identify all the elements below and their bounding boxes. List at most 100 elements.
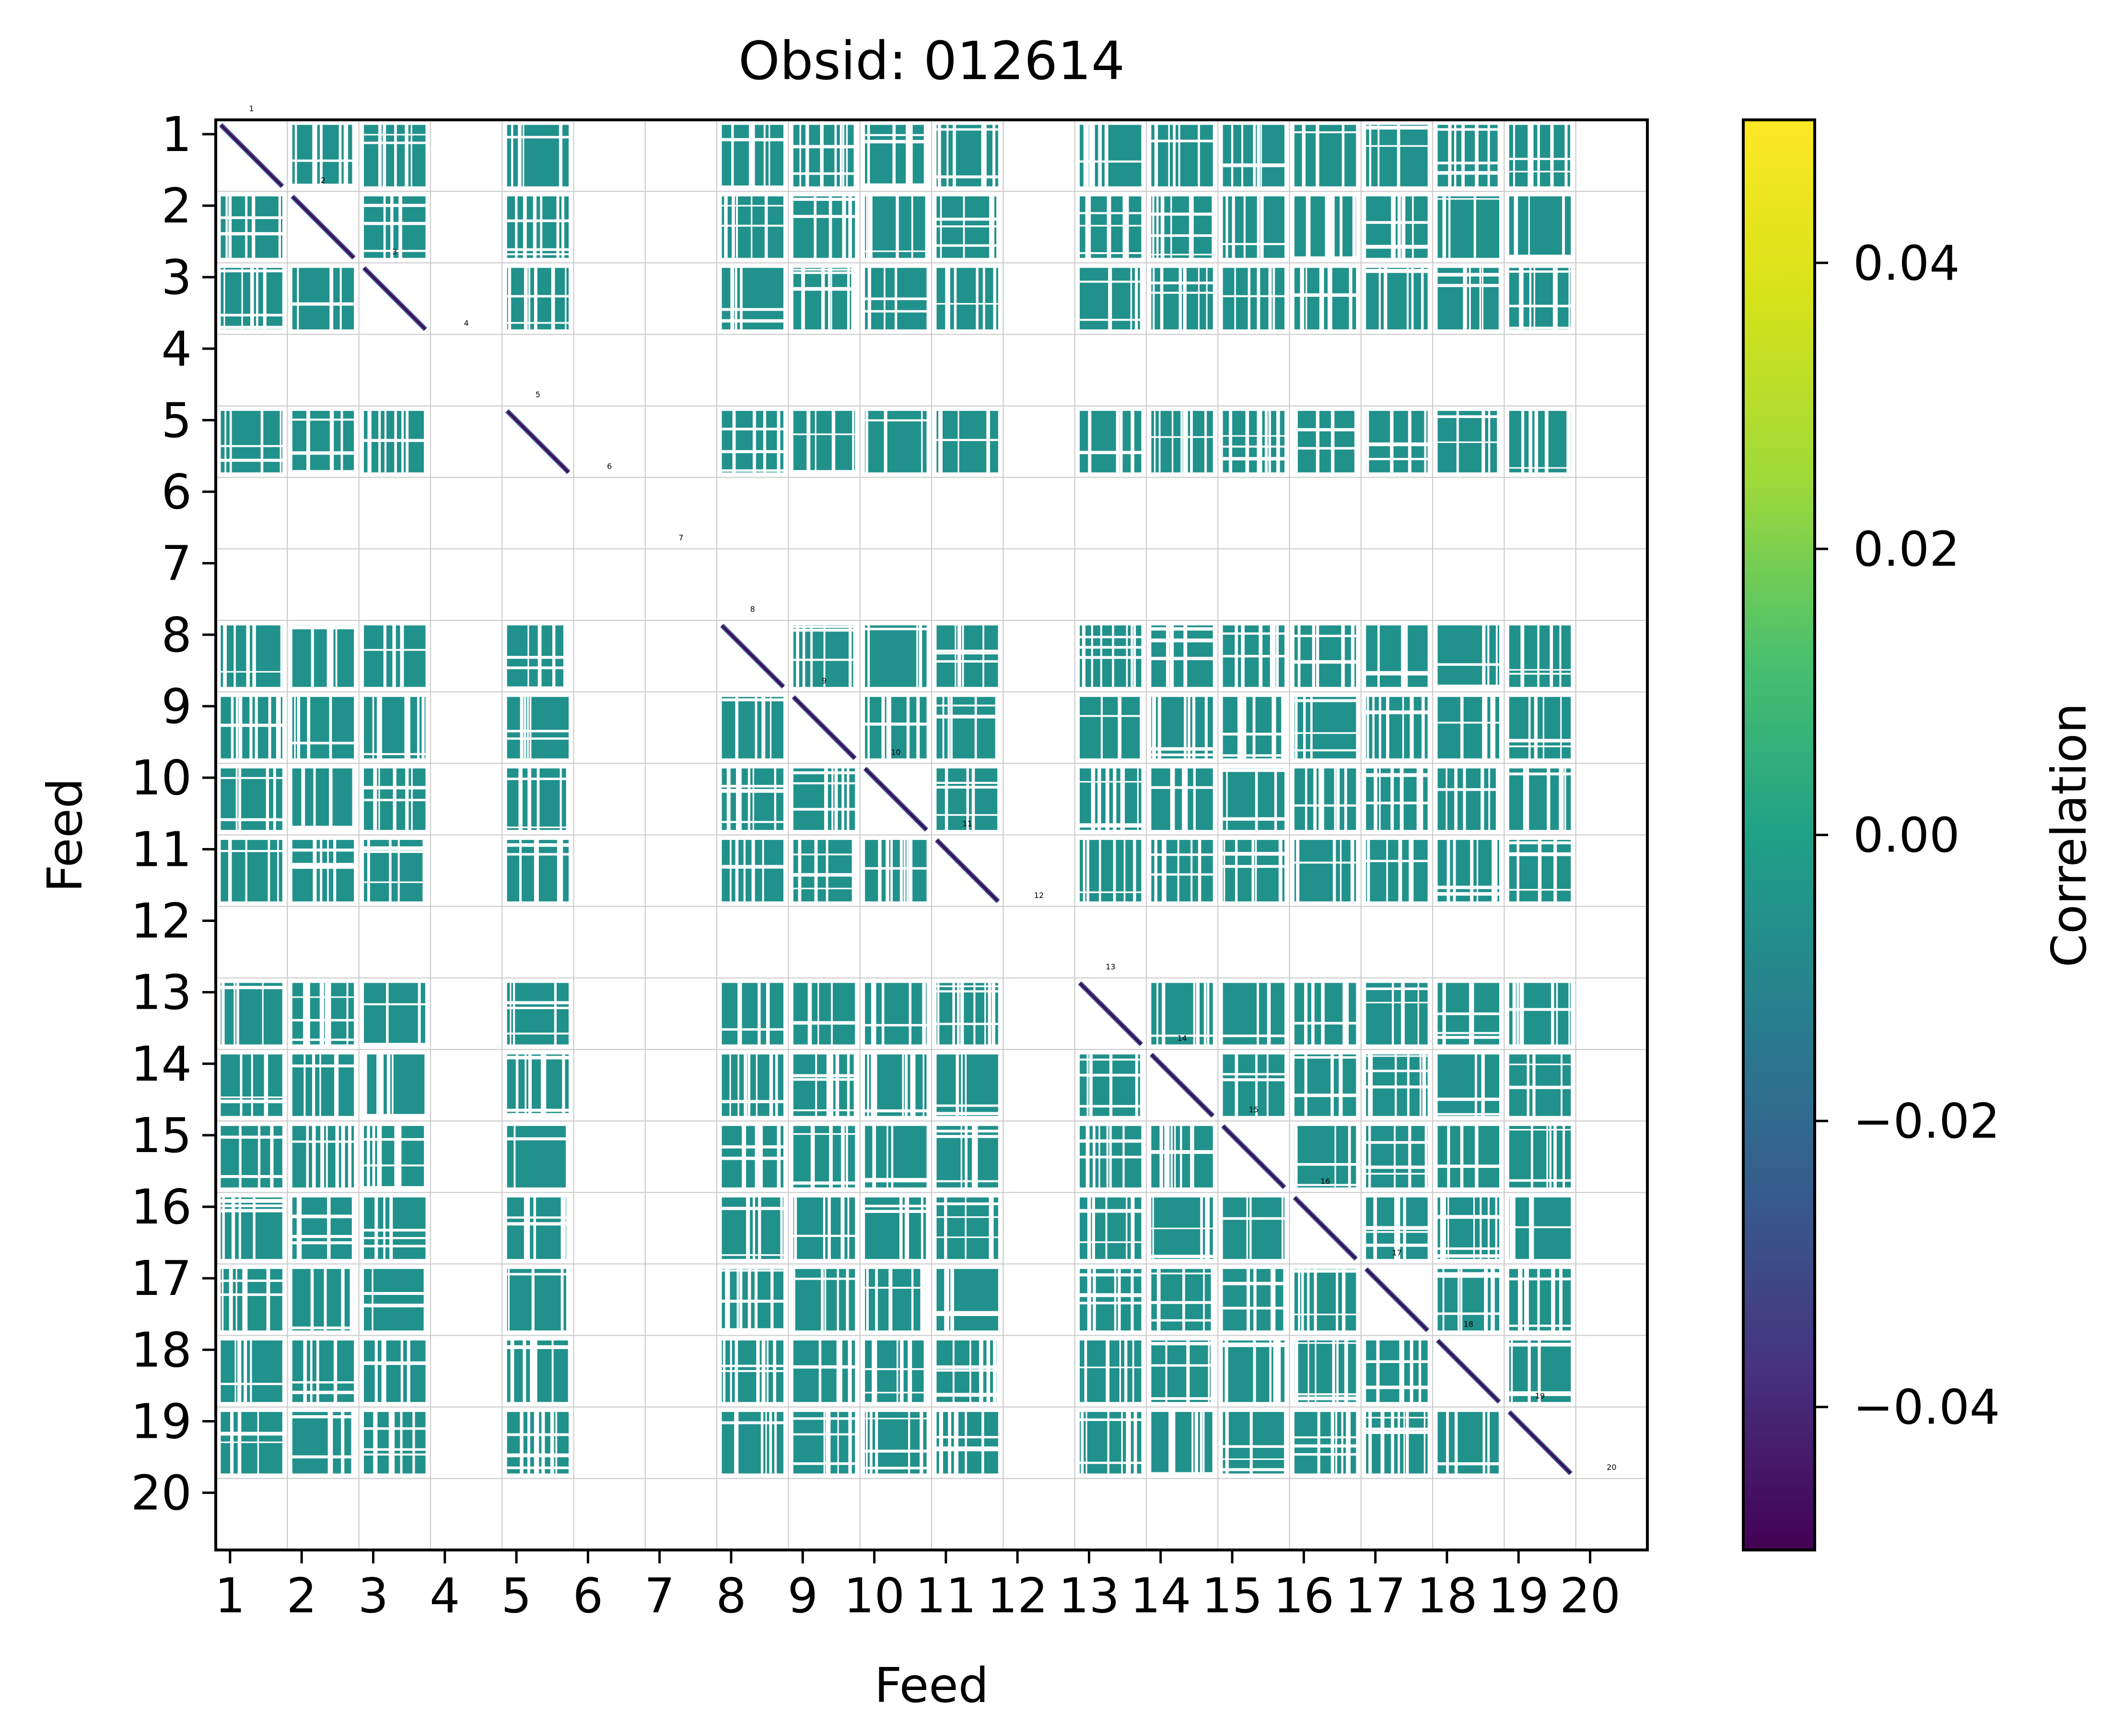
masked-channel-stripe xyxy=(828,1412,831,1474)
masked-channel-stripe xyxy=(1294,1397,1356,1400)
masked-channel-stripe xyxy=(1193,983,1195,1045)
masked-channel-stripe xyxy=(1151,1272,1213,1275)
masked-channel-stripe xyxy=(954,1412,956,1474)
masked-channel-stripe xyxy=(1223,243,1285,245)
masked-channel-stripe xyxy=(1271,1269,1273,1331)
masked-channel-stripe xyxy=(769,125,770,186)
masked-channel-stripe xyxy=(1151,140,1213,142)
masked-channel-stripe xyxy=(798,839,802,902)
masked-channel-stripe xyxy=(847,768,850,830)
heatmap-cell xyxy=(292,411,354,473)
masked-channel-stripe xyxy=(758,1197,761,1259)
masked-channel-stripe xyxy=(388,1412,391,1474)
diagonal-line xyxy=(936,839,999,902)
masked-channel-stripe xyxy=(540,1054,543,1116)
y-tick-label: 14 xyxy=(131,1036,192,1092)
masked-channel-stripe xyxy=(1170,768,1174,830)
masked-channel-stripe xyxy=(1279,1340,1281,1402)
diagonal-line xyxy=(721,625,784,688)
masked-channel-stripe xyxy=(848,196,852,258)
masked-channel-stripe xyxy=(1182,1269,1185,1331)
masked-channel-stripe xyxy=(936,128,998,131)
masked-channel-stripe xyxy=(507,1222,569,1226)
heatmap xyxy=(221,125,1575,1476)
masked-channel-stripe xyxy=(936,660,998,663)
masked-channel-stripe xyxy=(1397,196,1401,258)
masked-channel-stripe xyxy=(1406,268,1409,330)
masked-channel-stripe xyxy=(871,1054,874,1116)
masked-channel-stripe xyxy=(257,1126,261,1188)
masked-channel-stripe xyxy=(1437,1215,1499,1219)
masked-channel-stripe xyxy=(338,125,342,186)
masked-channel-stripe xyxy=(748,125,752,186)
masked-channel-stripe xyxy=(951,697,953,758)
colorbar-label: Correlation xyxy=(2041,703,2097,967)
heatmap-cell xyxy=(221,1197,282,1259)
masked-channel-stripe xyxy=(729,1054,731,1116)
masked-channel-stripe xyxy=(1086,839,1090,902)
masked-channel-stripe xyxy=(340,411,343,473)
masked-channel-stripe xyxy=(1212,196,1214,258)
masked-channel-stripe xyxy=(292,626,354,629)
masked-channel-stripe xyxy=(292,1381,354,1384)
masked-channel-stripe xyxy=(1378,697,1381,758)
masked-channel-stripe xyxy=(1354,411,1357,473)
masked-channel-stripe xyxy=(278,196,281,258)
masked-channel-stripe xyxy=(1366,1002,1428,1003)
masked-channel-stripe xyxy=(873,1340,877,1402)
masked-channel-stripe xyxy=(881,697,885,758)
masked-channel-stripe xyxy=(364,1164,426,1166)
masked-channel-stripe xyxy=(292,866,354,869)
masked-channel-stripe xyxy=(1349,268,1353,330)
masked-channel-stripe xyxy=(722,821,783,823)
masked-channel-stripe xyxy=(312,125,315,186)
masked-channel-stripe xyxy=(221,850,282,852)
masked-channel-stripe xyxy=(1231,125,1234,186)
masked-channel-stripe xyxy=(848,1340,852,1402)
masked-channel-stripe xyxy=(1295,697,1298,758)
y-tick-label: 4 xyxy=(161,321,192,377)
masked-channel-stripe xyxy=(1184,768,1188,830)
heatmap-cell xyxy=(364,1340,426,1402)
masked-channel-stripe xyxy=(1308,196,1311,258)
masked-channel-stripe xyxy=(758,1126,761,1188)
masked-channel-stripe xyxy=(937,125,940,186)
masked-channel-stripe xyxy=(377,1126,380,1188)
masked-channel-stripe xyxy=(1156,196,1159,258)
masked-channel-stripe xyxy=(735,196,738,258)
masked-channel-stripe xyxy=(1542,697,1544,758)
masked-channel-stripe xyxy=(1304,983,1308,1045)
masked-channel-stripe xyxy=(1495,625,1498,687)
masked-channel-stripe xyxy=(1092,1197,1094,1259)
masked-channel-stripe xyxy=(1151,1364,1213,1367)
masked-channel-stripe xyxy=(1482,268,1484,330)
masked-channel-stripe xyxy=(1080,1105,1142,1108)
masked-channel-stripe xyxy=(736,1269,739,1331)
x-tick-label: 2 xyxy=(286,1568,317,1624)
masked-channel-stripe xyxy=(1448,125,1452,186)
masked-channel-stripe xyxy=(1080,1210,1142,1213)
masked-channel-stripe xyxy=(320,839,323,902)
masked-channel-stripe xyxy=(1189,196,1193,258)
masked-channel-stripe xyxy=(1151,1397,1213,1400)
masked-channel-stripe xyxy=(233,625,236,687)
masked-channel-stripe xyxy=(892,125,896,186)
masked-channel-stripe xyxy=(1190,1126,1192,1188)
masked-channel-stripe xyxy=(1168,1412,1171,1474)
masked-channel-stripe xyxy=(1164,1126,1168,1188)
masked-channel-stripe xyxy=(735,697,737,758)
masked-channel-stripe xyxy=(1307,1269,1310,1331)
masked-channel-stripe xyxy=(890,839,893,902)
heatmap-cell xyxy=(936,625,998,687)
masked-channel-stripe xyxy=(277,839,279,902)
masked-channel-stripe xyxy=(1151,786,1213,789)
masked-channel-stripe xyxy=(1366,1360,1428,1363)
masked-channel-stripe xyxy=(394,1126,398,1188)
masked-channel-stripe xyxy=(507,853,569,856)
masked-channel-stripe xyxy=(333,839,337,902)
masked-channel-stripe xyxy=(1212,1412,1214,1474)
masked-channel-stripe xyxy=(747,1054,750,1116)
masked-channel-stripe xyxy=(292,1455,354,1458)
masked-channel-stripe xyxy=(1482,697,1486,758)
heatmap-cell xyxy=(1366,1054,1428,1116)
